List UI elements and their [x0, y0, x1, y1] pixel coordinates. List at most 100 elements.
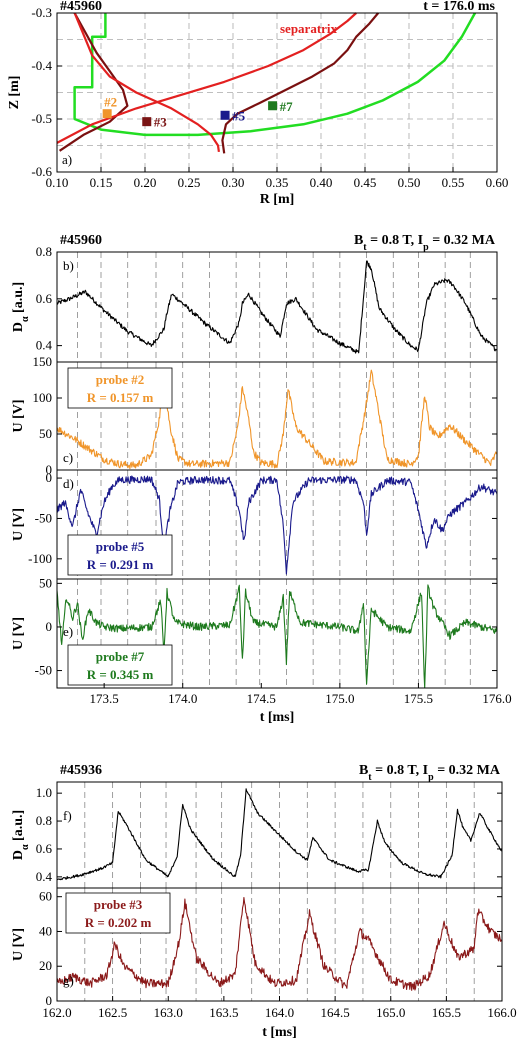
y-tick-label: -0.5: [31, 111, 52, 126]
x-tick-label: 175.5: [404, 691, 433, 706]
probe-label: #3: [154, 115, 168, 130]
signal-trace: [56, 584, 498, 689]
y-tick-label: 0.8: [36, 244, 52, 259]
y-axis-label-part: α: [20, 844, 31, 850]
separatrix-upper: [73, 12, 220, 153]
flux-line-right: [221, 12, 380, 154]
y-axis-label-part: D: [11, 322, 26, 332]
x-tick-label: 0.45: [354, 175, 377, 190]
shot-number: #45960: [60, 0, 102, 14]
probe-label: #7: [280, 99, 294, 114]
y-tick-label: 0: [46, 619, 53, 634]
signal-trace: [56, 896, 503, 991]
probe-legend-name: probe #7: [96, 649, 145, 664]
x-tick-label: 163.0: [154, 1005, 183, 1020]
y-axis-label: Dα [a.u.]: [11, 810, 31, 860]
x-axis-label: R [m]: [260, 192, 295, 207]
y-axis-label: Dα [a.u.]: [11, 282, 31, 332]
x-tick-label: 0.15: [90, 175, 113, 190]
shot-parameters-part: t: [363, 242, 367, 253]
probe-legend-name: probe #5: [96, 539, 145, 554]
signal-trace: [56, 260, 498, 354]
x-tick-label: 0.60: [486, 175, 509, 190]
probe-marker: [268, 101, 278, 111]
x-tick-label: 165.0: [376, 1005, 405, 1020]
panel-label: g): [63, 973, 74, 988]
y-axis-label-part: [a.u.]: [11, 810, 26, 845]
y-tick-label: -0.4: [31, 58, 52, 73]
panel-label: c): [63, 450, 73, 465]
x-tick-label: 162.0: [42, 1005, 71, 1020]
shot-parameters-part: B: [354, 233, 363, 248]
probe-marker: [102, 109, 112, 119]
y-tick-label: 40: [39, 923, 52, 938]
y-axis-label: U [V]: [11, 928, 26, 961]
y-tick-label: 0: [46, 993, 53, 1008]
x-tick-label: 174.5: [247, 691, 276, 706]
y-tick-label: 60: [39, 889, 52, 904]
y-axis-label-part: [a.u.]: [11, 282, 26, 317]
signal-trace: [56, 475, 498, 575]
x-tick-label: 0.35: [266, 175, 289, 190]
panel-label: b): [63, 258, 74, 273]
shot-parameters-part: p: [428, 772, 434, 783]
shot-parameters: Bt = 0.8 T, Ip = 0.32 MA: [359, 763, 501, 783]
shot-number: #45960: [60, 233, 102, 248]
probe-legend-radius: R = 0.202 m: [85, 915, 152, 930]
x-tick-label: 164.0: [265, 1005, 294, 1020]
probe-label: #2: [104, 95, 117, 110]
y-axis-label-part: α: [20, 316, 31, 322]
shot-parameters: Bt = 0.8 T, Ip = 0.32 MA: [354, 233, 496, 253]
probe-marker: [220, 110, 230, 120]
y-tick-label: 0.8: [36, 813, 52, 828]
y-tick-label: 150: [33, 354, 53, 369]
y-tick-label: 50: [39, 575, 52, 590]
x-tick-label: 0.40: [310, 175, 333, 190]
x-tick-label: 0.20: [134, 175, 157, 190]
x-tick-label: 0.55: [442, 175, 465, 190]
probe-legend-radius: R = 0.157 m: [87, 390, 154, 405]
y-tick-label: 1.0: [36, 785, 52, 800]
y-axis-label: U [V]: [11, 508, 26, 541]
probe-legend-box: [67, 367, 173, 409]
x-tick-label: 0.30: [222, 175, 245, 190]
x-tick-label: 0.10: [46, 175, 69, 190]
y-tick-label: 0.4: [36, 869, 53, 884]
x-tick-label: 0.50: [398, 175, 421, 190]
probe-legend-name: probe #2: [96, 372, 145, 387]
y-tick-label: 0.6: [36, 291, 53, 306]
x-axis-label: t [ms]: [262, 1025, 297, 1040]
x-tick-label: 174.0: [168, 691, 197, 706]
y-tick-label: -0.6: [31, 164, 52, 179]
y-tick-label: 0: [46, 470, 53, 485]
separatrix-lower: [56, 12, 357, 144]
x-tick-label: 173.5: [90, 691, 119, 706]
y-tick-label: -100: [28, 551, 52, 566]
time-label: t = 176.0 ms: [423, 0, 495, 14]
y-tick-label: 20: [39, 958, 52, 973]
shot-parameters-part: = 0.8 T, I: [367, 233, 423, 248]
shot-parameters-part: = 0.32 MA: [429, 233, 496, 248]
shot-parameters-part: = 0.8 T, I: [372, 763, 428, 778]
probe-marker: [142, 117, 152, 127]
y-tick-label: 0: [46, 462, 53, 477]
x-tick-label: 176.0: [482, 691, 511, 706]
flux-line-left: [58, 12, 129, 152]
shot-parameters-part: t: [368, 772, 372, 783]
panel-label: f): [63, 808, 72, 823]
separatrix-label: separatrix: [280, 21, 338, 36]
y-tick-label: 50: [39, 426, 52, 441]
shot-parameters-part: p: [423, 242, 429, 253]
x-axis-label: t [ms]: [260, 710, 295, 725]
panel-label: a): [62, 152, 72, 167]
signal-trace: [56, 788, 503, 881]
y-tick-label: -50: [35, 510, 52, 525]
plot-frame: [56, 251, 498, 363]
shot-number: #45936: [60, 763, 102, 778]
y-axis-label: U [V]: [11, 399, 26, 432]
y-tick-label: -50: [35, 663, 52, 678]
plot-frame: [56, 578, 498, 689]
x-tick-label: 0.25: [178, 175, 201, 190]
panel-label: e): [63, 624, 73, 639]
